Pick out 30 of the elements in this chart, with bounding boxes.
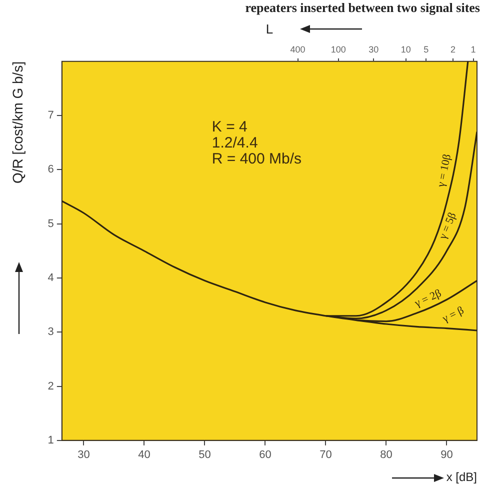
x-tick-label: 60 [259,449,272,462]
x2-tick-label: 2 [450,44,456,54]
x2-tick-label: 5 [424,44,429,54]
text: γ = 5β [436,210,459,242]
x-axis-title: x [dB] [446,470,477,484]
x-tick-label: 90 [440,449,453,462]
x2-tick-label: 100 [330,44,346,54]
text: γ = 10β [434,152,454,190]
y-tick-label: 5 [48,218,54,230]
y-tick-label: 4 [48,272,54,284]
x2-tick-label: 30 [368,44,379,54]
text: repeaters inserted between two signal sites [245,0,480,15]
x2-tick-label: 400 [290,44,306,54]
annotation: 1.2/4.4 [212,134,258,152]
x-tick-label: 30 [78,449,90,462]
x-tick-label: 80 [380,449,392,462]
y-tick-label: 6 [48,164,54,176]
y-axis-title: Q/R [cost/km G b/s] [9,61,26,184]
y-tick-label: 3 [48,326,54,338]
x-tick-label: 70 [320,449,332,462]
x-tick-label: 50 [198,449,211,462]
x2-tick-label: 1 [470,44,476,54]
x2-axis-title: L [266,21,274,36]
x-tick-label: 40 [138,449,150,462]
annotation: R = 400 Mb/s [212,150,302,168]
y-tick-label: 2 [48,380,54,392]
annotation: K = 4 [212,118,248,136]
x2-tick-label: 10 [400,44,411,54]
y-tick-label: 7 [48,110,54,122]
y-tick-label: 1 [48,434,54,446]
